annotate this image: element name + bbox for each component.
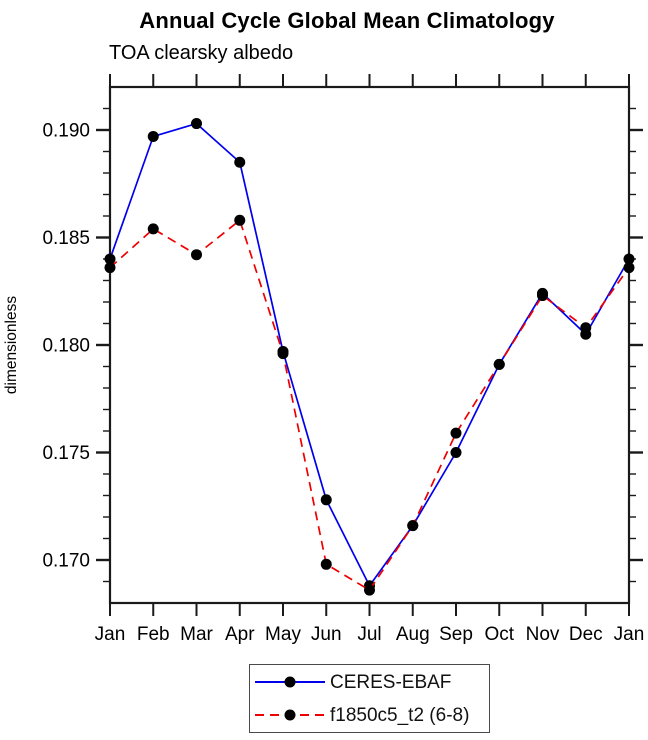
data-point-marker bbox=[493, 358, 505, 370]
legend-item: CERES-EBAF bbox=[250, 667, 489, 698]
data-point-marker bbox=[234, 214, 246, 226]
y-tick-label: 0.180 bbox=[42, 336, 90, 357]
x-tick-label: Apr bbox=[225, 624, 255, 645]
data-point-marker bbox=[364, 584, 375, 596]
data-point-marker bbox=[623, 262, 635, 274]
legend-label: f1850c5_t2 (6-8) bbox=[330, 704, 470, 726]
data-point-marker bbox=[407, 520, 419, 532]
x-tick-label: Jun bbox=[311, 624, 342, 645]
data-point-marker bbox=[191, 249, 202, 261]
x-tick-label: Dec bbox=[569, 624, 603, 645]
legend-line-sample bbox=[255, 676, 325, 688]
plot-area: Jan Feb Mar Apr May Jun Jul Aug Sep Oct Nov Dec Jan 0… bbox=[3, 74, 645, 645]
legend-series-marker-icon bbox=[284, 709, 296, 721]
x-tick-label: Aug bbox=[396, 624, 430, 645]
y-tick-label: 0.170 bbox=[42, 551, 90, 572]
data-point-marker bbox=[191, 118, 202, 130]
data-point-marker bbox=[104, 262, 116, 274]
data-point-marker bbox=[537, 290, 548, 302]
data-point-marker bbox=[450, 427, 462, 439]
data-point-marker bbox=[104, 253, 116, 265]
data-point-marker bbox=[147, 223, 159, 235]
x-tick-label: Mar bbox=[180, 624, 213, 645]
y-axis-label: dimensionless bbox=[3, 296, 20, 394]
chart-subtitle: TOA clearsky albedo bbox=[109, 42, 294, 64]
y-tick-label: 0.190 bbox=[42, 121, 90, 142]
x-tick-label: May bbox=[265, 624, 301, 645]
legend-series-marker-icon bbox=[284, 676, 296, 688]
x-tick-label: Feb bbox=[137, 624, 170, 645]
legend-item: f1850c5_t2 (6-8) bbox=[250, 700, 489, 731]
legend-box: CERES-EBAF f1850c5_t2 (6-8) bbox=[249, 664, 490, 733]
series-line-1 bbox=[109, 218, 630, 592]
x-tick-label: Sep bbox=[439, 624, 473, 645]
axis-frame bbox=[108, 85, 631, 605]
chart-title: Annual Cycle Global Mean Climatology bbox=[139, 8, 555, 33]
data-point-marker bbox=[234, 156, 246, 168]
data-point-marker bbox=[320, 494, 332, 506]
x-tick-label: Jan bbox=[614, 624, 645, 645]
legend-line-sample bbox=[255, 709, 325, 721]
y-tick-label: 0.185 bbox=[42, 228, 90, 249]
legend-label: CERES-EBAF bbox=[330, 671, 452, 693]
data-point-marker bbox=[320, 558, 332, 570]
x-tick-label: Nov bbox=[526, 624, 560, 645]
data-point-marker bbox=[450, 447, 462, 458]
y-tick-label: 0.175 bbox=[42, 443, 90, 464]
x-tick-label: Jan bbox=[95, 624, 126, 645]
series-line-0 bbox=[109, 122, 630, 588]
x-tick-label: Oct bbox=[484, 624, 514, 645]
data-point-marker bbox=[623, 253, 635, 265]
x-tick-label: Jul bbox=[357, 624, 381, 645]
data-point-marker bbox=[277, 348, 289, 360]
data-point-marker bbox=[580, 322, 592, 334]
data-point-marker bbox=[147, 130, 159, 142]
